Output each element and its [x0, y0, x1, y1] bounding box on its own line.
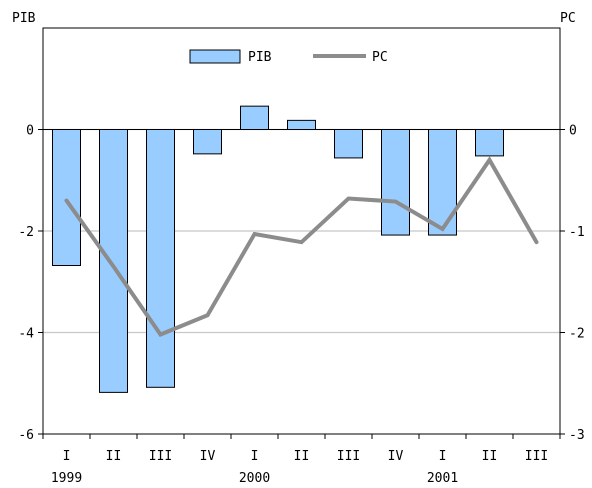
x-tick-label: III	[337, 449, 360, 464]
right-tick-label: -3	[569, 428, 585, 443]
pc-point	[205, 313, 210, 317]
x-tick-label: III	[525, 449, 548, 464]
pc-point	[158, 332, 163, 337]
left-tick-label: -4	[18, 327, 34, 342]
pc-point	[534, 240, 539, 244]
year-label: 1999	[51, 471, 82, 483]
left-tick-label: -6	[18, 428, 34, 443]
pib-bar	[146, 129, 175, 388]
axes: -6-4-20-3-2-10I II III IV I II III IV I II III1999…	[18, 124, 585, 487]
left-tick-label: 0	[26, 124, 34, 139]
right-tick-label: 0	[569, 124, 577, 139]
pc-point	[252, 232, 257, 236]
right-axis-label: PC	[560, 11, 576, 26]
pib-bar	[287, 119, 316, 130]
pc-point	[64, 198, 69, 203]
pc-point	[111, 264, 116, 269]
pc-point	[393, 199, 398, 204]
legend-pc-label: PC	[372, 50, 388, 65]
legend: PIB PC	[189, 49, 388, 65]
pc-point	[487, 158, 492, 162]
right-tick-label: -1	[569, 225, 585, 240]
x-tick-label: IV	[388, 449, 404, 464]
pib-bar	[334, 129, 363, 159]
x-tick-label: I	[63, 449, 71, 464]
x-tick-label: III	[149, 449, 172, 464]
x-tick-label: II	[294, 449, 310, 464]
x-tick-label: II	[106, 449, 122, 464]
year-label: 2000	[239, 471, 270, 483]
pc-point	[346, 196, 351, 201]
pib-bar	[193, 129, 222, 155]
x-tick-label: I	[251, 449, 259, 464]
left-axis-label: PIB	[12, 11, 36, 26]
legend-pib-swatch	[189, 49, 241, 64]
year-label: 2001	[427, 471, 458, 483]
left-tick-label: -2	[18, 225, 34, 240]
pc-point	[440, 227, 445, 231]
pib-bar	[99, 129, 128, 393]
pc-point	[299, 240, 304, 244]
right-tick-label: -2	[569, 327, 585, 342]
pib-bar	[475, 129, 504, 157]
x-tick-label: II	[482, 449, 498, 464]
pib-bar	[240, 105, 269, 130]
x-tick-label: I	[439, 449, 447, 464]
pib-bar	[52, 129, 81, 267]
x-tick-label: IV	[200, 449, 216, 464]
pc-series-line	[64, 156, 539, 337]
pc-line	[64, 156, 539, 337]
pib-bars	[52, 105, 504, 393]
pib-bar	[381, 129, 410, 236]
pib-bar	[428, 129, 457, 236]
legend-pib-label: PIB	[248, 50, 272, 65]
